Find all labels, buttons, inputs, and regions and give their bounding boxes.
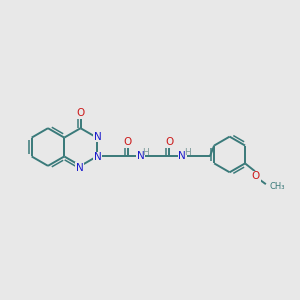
Text: N: N: [76, 163, 83, 173]
Text: N: N: [94, 152, 102, 162]
Text: O: O: [123, 136, 132, 147]
Text: O: O: [76, 108, 85, 118]
Text: H: H: [142, 148, 149, 157]
Text: CH₃: CH₃: [270, 182, 285, 191]
Text: O: O: [252, 171, 260, 181]
Text: N: N: [94, 132, 102, 142]
Text: N: N: [136, 152, 144, 161]
Text: N: N: [178, 152, 186, 161]
Text: O: O: [165, 136, 173, 147]
Text: H: H: [184, 148, 190, 157]
